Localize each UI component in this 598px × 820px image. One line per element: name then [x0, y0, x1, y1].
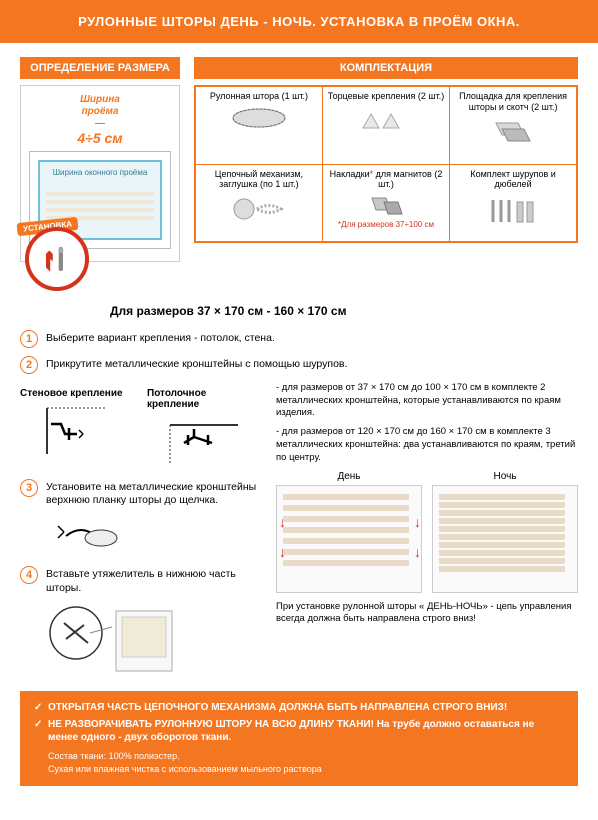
warning-2: НЕ РАЗВОРАЧИВАТЬ РУЛОННУЮ ШТОРУ НА ВСЮ Д… — [34, 718, 564, 744]
size-section-title: ОПРЕДЕЛЕНИЕ РАЗМЕРА — [20, 57, 180, 79]
chain-mechanism-icon — [229, 194, 289, 224]
day-label: День — [276, 471, 422, 482]
step-number: 1 — [20, 330, 38, 348]
warning-1: ОТКРЫТАЯ ЧАСТЬ ЦЕПОЧНОГО МЕХАНИЗМА ДОЛЖН… — [34, 701, 564, 714]
kit-cell: Комплект шурупов и дюбелей — [450, 164, 577, 242]
magnet-covers-icon — [366, 194, 406, 218]
size-range: Для размеров 37 × 170 см - 160 × 170 см — [110, 304, 578, 318]
magnet-covers-label: Накладки* для магнитов (2 шт.) — [327, 169, 445, 191]
arrow-icon: ↓ — [414, 544, 421, 560]
main-content: ОПРЕДЕЛЕНИЕ РАЗМЕРА Ширина проёма — 4÷5 … — [0, 43, 598, 798]
fabric-info: Состав ткани: 100% полиэстер. Сухая или … — [34, 750, 564, 775]
arrow-icon: ↓ — [279, 514, 286, 530]
install-badge-icon — [25, 227, 89, 291]
width-formula: Ширина проёма — 4÷5 см — [25, 94, 175, 147]
step-number: 3 — [20, 479, 38, 497]
kit-table: Рулонная штора (1 шт.) Торцевые креплени… — [194, 85, 578, 243]
kit-cell: Торцевые крепления (2 шт.) — [322, 86, 449, 164]
chain-direction-note: При установке рулонной шторы « ДЕНЬ-НОЧЬ… — [276, 601, 578, 626]
kit-cell: Цепочный механизм, заглушка (по 1 шт.) — [195, 164, 322, 242]
mounting-pads-icon — [488, 117, 538, 147]
page: РУЛОННЫЕ ШТОРЫ ДЕНЬ - НОЧЬ. УСТАНОВКА В … — [0, 0, 598, 798]
night-label: Ночь — [432, 471, 578, 482]
window-diagram: Ширина проёма — 4÷5 см Ширина оконного п… — [20, 85, 180, 262]
roller-blind-icon — [229, 106, 289, 134]
step-2: 2Прикрутите металлические кронштейны с п… — [20, 356, 578, 374]
kit-cell: Площадка для крепления шторы и скотч (2 … — [450, 86, 577, 164]
ceiling-mount-title: Потолочное крепление — [147, 388, 260, 410]
step-3: 3Установите на металлические кронштейны … — [20, 479, 260, 508]
screws-icon — [485, 194, 541, 226]
end-brackets-icon — [361, 106, 411, 136]
step-4: 4Вставьте утяжелитель в нижнюю часть што… — [20, 566, 260, 595]
page-title: РУЛОННЫЕ ШТОРЫ ДЕНЬ - НОЧЬ. УСТАНОВКА В … — [0, 0, 598, 43]
night-blind-diagram — [432, 485, 578, 593]
kit-section-title: КОМПЛЕКТАЦИЯ — [194, 57, 578, 79]
arrow-icon: ↓ — [414, 514, 421, 530]
footer-warnings: ОТКРЫТАЯ ЧАСТЬ ЦЕПОЧНОГО МЕХАНИЗМА ДОЛЖН… — [20, 691, 578, 785]
day-night-comparison: День ↓ ↓ ↓ ↓ Ночь — [276, 471, 578, 593]
day-blind-diagram: ↓ ↓ ↓ ↓ — [276, 485, 422, 593]
step-number: 2 — [20, 356, 38, 374]
step4-diagram — [46, 603, 260, 679]
kit-cell: Накладки* для магнитов (2 шт.)*Для разме… — [322, 164, 449, 242]
step-1: 1Выберите вариант крепления - потолок, с… — [20, 330, 578, 348]
step3-diagram — [46, 516, 260, 558]
kit-cell: Рулонная штора (1 шт.) — [195, 86, 322, 164]
wall-mount-title: Стеновое крепление — [20, 388, 133, 399]
bracket-info: - для размеров от 37 × 170 см до 100 × 1… — [276, 382, 578, 465]
step-number: 4 — [20, 566, 38, 584]
wall-mount-diagram — [20, 402, 133, 460]
ceiling-mount-diagram — [147, 413, 260, 471]
arrow-icon: ↓ — [279, 544, 286, 560]
